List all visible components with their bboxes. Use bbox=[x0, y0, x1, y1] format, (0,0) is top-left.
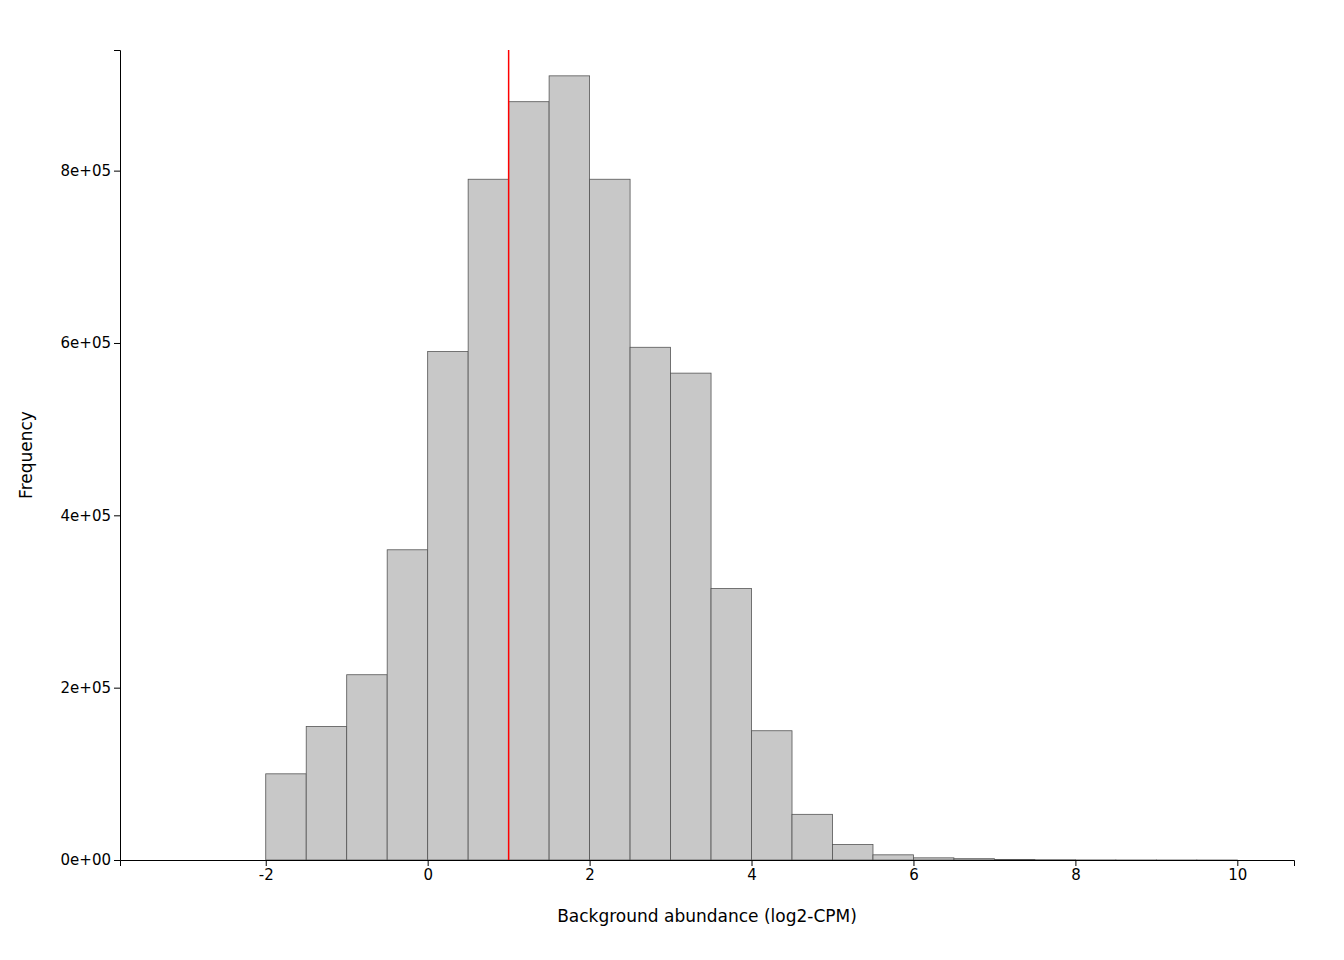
x-tick-label: -2 bbox=[259, 866, 274, 884]
x-tick: 10 bbox=[1228, 860, 1247, 884]
bar bbox=[832, 844, 872, 860]
x-tick: 0 bbox=[423, 860, 433, 884]
x-tick: 8 bbox=[1071, 860, 1081, 884]
x-tick-label: 8 bbox=[1071, 866, 1081, 884]
x-tick: 6 bbox=[909, 860, 919, 884]
x-tick-label: 0 bbox=[423, 866, 433, 884]
bar bbox=[387, 550, 427, 860]
bar bbox=[630, 347, 670, 860]
y-tick-label: 0e+00 bbox=[61, 851, 111, 869]
plot: -2 0 2 4 6 8 10 0e+00 2e+05 4e+05 6e+05 8e+05 Backgr… bbox=[16, 50, 1295, 926]
bar bbox=[306, 726, 346, 860]
y-tick-mark bbox=[114, 860, 120, 861]
bar bbox=[913, 858, 953, 860]
x-axis: -2 0 2 4 6 8 10 bbox=[121, 860, 1295, 884]
y-tick-label: 4e+05 bbox=[61, 507, 111, 525]
y-axis-line bbox=[114, 51, 121, 861]
bar bbox=[1075, 859, 1115, 860]
bar bbox=[954, 859, 994, 860]
marks bbox=[266, 50, 1238, 860]
bar bbox=[468, 179, 508, 860]
y-tick: 4e+05 bbox=[61, 507, 120, 525]
threshold-line bbox=[508, 50, 510, 860]
y-tick-mark bbox=[114, 515, 120, 516]
y-tick: 6e+05 bbox=[61, 334, 120, 352]
x-axis-title: Background abundance (log2-CPM) bbox=[557, 906, 857, 926]
y-tick-label: 8e+05 bbox=[61, 162, 111, 180]
bar bbox=[1035, 859, 1075, 860]
bar bbox=[752, 731, 792, 860]
bar bbox=[994, 859, 1034, 860]
y-tick-mark bbox=[114, 688, 120, 689]
y-tick-label: 2e+05 bbox=[61, 679, 111, 697]
x-tick-label: 4 bbox=[747, 866, 757, 884]
y-axis: 0e+00 2e+05 4e+05 6e+05 8e+05 bbox=[61, 51, 121, 870]
bar bbox=[266, 774, 306, 860]
bar bbox=[711, 589, 751, 860]
x-tick-label: 6 bbox=[909, 866, 919, 884]
x-axis-line bbox=[121, 861, 1295, 867]
x-tick: 4 bbox=[747, 860, 757, 884]
bar bbox=[590, 179, 630, 860]
x-tick: -2 bbox=[259, 860, 274, 884]
bar bbox=[873, 855, 913, 860]
bar bbox=[549, 76, 589, 860]
y-tick-mark bbox=[114, 343, 120, 344]
bar bbox=[1116, 859, 1156, 860]
y-tick: 0e+00 bbox=[61, 851, 120, 869]
bar bbox=[428, 352, 468, 860]
bar bbox=[347, 675, 387, 860]
x-tick-label: 2 bbox=[585, 866, 595, 884]
y-tick-mark bbox=[114, 171, 120, 172]
y-tick: 2e+05 bbox=[61, 679, 120, 697]
bar bbox=[1197, 859, 1237, 860]
bar bbox=[509, 102, 549, 860]
x-tick: 2 bbox=[585, 860, 595, 884]
x-tick-label: 10 bbox=[1228, 866, 1247, 884]
bar bbox=[671, 373, 711, 860]
bar bbox=[792, 814, 832, 860]
y-tick: 8e+05 bbox=[61, 162, 120, 180]
y-tick-label: 6e+05 bbox=[61, 334, 111, 352]
bar bbox=[1156, 859, 1196, 860]
chart: -2 0 2 4 6 8 10 0e+00 2e+05 4e+05 6e+05 8e+05 Backgr… bbox=[0, 0, 1344, 960]
y-axis-title: Frequency bbox=[16, 411, 36, 499]
